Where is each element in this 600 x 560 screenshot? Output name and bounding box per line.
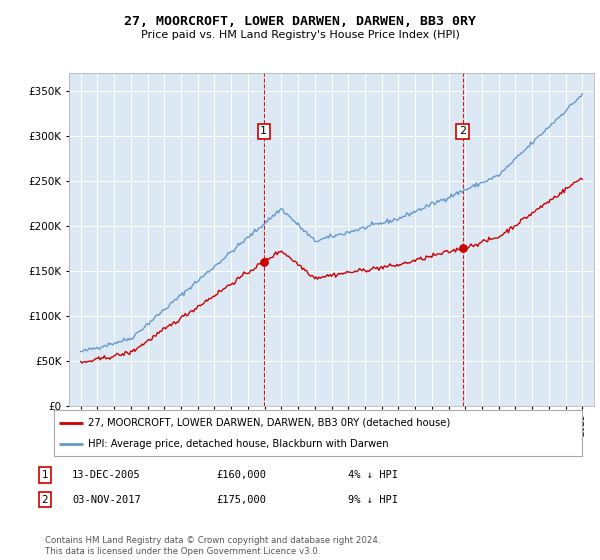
Text: HPI: Average price, detached house, Blackburn with Darwen: HPI: Average price, detached house, Blac… <box>88 439 389 449</box>
Text: 27, MOORCROFT, LOWER DARWEN, DARWEN, BB3 0RY (detached house): 27, MOORCROFT, LOWER DARWEN, DARWEN, BB3… <box>88 418 451 428</box>
Point <box>259 258 269 267</box>
Text: 03-NOV-2017: 03-NOV-2017 <box>72 494 141 505</box>
Text: Contains HM Land Registry data © Crown copyright and database right 2024.
This d: Contains HM Land Registry data © Crown c… <box>45 536 380 556</box>
Text: 4% ↓ HPI: 4% ↓ HPI <box>348 470 398 480</box>
Point <box>458 244 467 253</box>
Text: £175,000: £175,000 <box>216 494 266 505</box>
Text: 2: 2 <box>459 127 466 136</box>
Text: 27, MOORCROFT, LOWER DARWEN, DARWEN, BB3 0RY: 27, MOORCROFT, LOWER DARWEN, DARWEN, BB3… <box>124 15 476 28</box>
Text: 2: 2 <box>41 494 49 505</box>
Text: 1: 1 <box>41 470 49 480</box>
Text: 13-DEC-2005: 13-DEC-2005 <box>72 470 141 480</box>
Text: 1: 1 <box>260 127 267 136</box>
Text: £160,000: £160,000 <box>216 470 266 480</box>
Text: 9% ↓ HPI: 9% ↓ HPI <box>348 494 398 505</box>
Text: Price paid vs. HM Land Registry's House Price Index (HPI): Price paid vs. HM Land Registry's House … <box>140 30 460 40</box>
